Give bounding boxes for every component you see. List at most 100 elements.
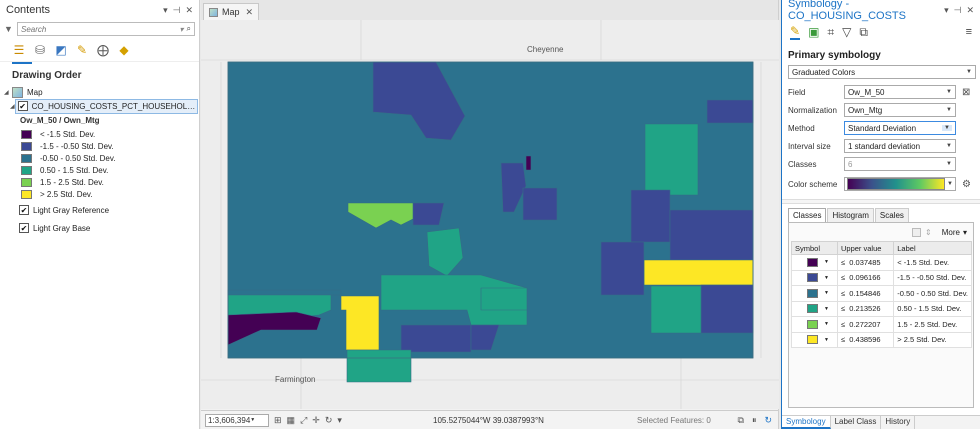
column-header-label[interactable]: Label xyxy=(893,241,972,255)
symbol-layer-drawing-icon[interactable]: ⌗ xyxy=(827,24,835,39)
legend-swatch[interactable] xyxy=(21,189,32,199)
class-symbol-cell[interactable]: ▼ xyxy=(791,285,838,302)
list-by-labeling-icon[interactable]: ◆ xyxy=(119,42,129,57)
class-row[interactable]: ▼ ≤ 0.213526 0.50 - 1.5 Std. Dev. xyxy=(791,300,972,317)
class-row[interactable]: ▼ ≤ 0.154846 -0.50 - 0.50 Std. Dev. xyxy=(791,285,972,302)
tab-classes[interactable]: Classes xyxy=(788,208,827,222)
chevron-down-icon[interactable]: ▼ xyxy=(824,336,829,343)
expand-triangle-icon[interactable]: ◢ xyxy=(4,89,9,96)
gear-icon[interactable]: ⚙ xyxy=(962,178,971,190)
tab-symbology[interactable]: Symbology xyxy=(782,416,831,429)
panel-splitter[interactable] xyxy=(782,199,980,204)
primary-symbology-icon[interactable]: ✎ xyxy=(790,24,801,40)
search-icon[interactable]: ⌕ xyxy=(186,24,191,33)
legend-swatch[interactable] xyxy=(21,165,32,175)
color-scheme-dropdown[interactable]: ▼ xyxy=(844,177,956,191)
class-label-cell[interactable]: 0.50 - 1.5 Std. Dev. xyxy=(893,300,972,317)
class-symbol-swatch[interactable] xyxy=(807,304,818,314)
class-row[interactable]: ▼ ≤ 0.272207 1.5 - 2.5 Std. Dev. xyxy=(791,316,972,333)
method-dropdown[interactable]: Standard Deviation ▼ xyxy=(844,121,956,135)
close-icon[interactable]: ✕ xyxy=(185,4,193,15)
tab-label-class[interactable]: Label Class xyxy=(831,416,882,429)
expression-icon[interactable]: ⊠ xyxy=(962,86,971,98)
map-canvas[interactable]: Cheyenne Farmington xyxy=(201,20,779,409)
legend-swatch[interactable] xyxy=(21,141,32,151)
list-by-drawing-order-icon[interactable]: ☰ xyxy=(13,42,25,57)
pin-icon[interactable]: ⊣ xyxy=(953,4,962,15)
base-layer-base[interactable]: ✔ Light Gray Base xyxy=(0,220,199,236)
expand-triangle-icon[interactable]: ◢ xyxy=(10,103,15,110)
search-input[interactable] xyxy=(21,24,180,34)
search-box[interactable]: ▾ ⌕ xyxy=(17,22,195,36)
list-by-snapping-icon[interactable]: ⨁ xyxy=(97,42,109,57)
class-row[interactable]: ▼ ≤ 0.037485 < -1.5 Std. Dev. xyxy=(791,254,972,271)
field-dropdown[interactable]: Ow_M_50 ▼ xyxy=(844,85,956,99)
normalization-dropdown[interactable]: Own_Mtg ▼ xyxy=(844,103,956,117)
classes-dropdown[interactable]: 6 ▼ xyxy=(844,157,956,171)
class-label-cell[interactable]: > 2.5 Std. Dev. xyxy=(893,331,972,348)
table-icon[interactable]: ▦ xyxy=(286,414,296,425)
class-symbol-cell[interactable]: ▼ xyxy=(791,254,838,271)
vary-symbology-icon[interactable]: ▣ xyxy=(808,25,820,39)
tree-map-node[interactable]: ◢ Map xyxy=(0,85,199,99)
base-layer-reference[interactable]: ✔ Light Gray Reference xyxy=(0,202,199,218)
class-symbol-swatch[interactable] xyxy=(807,273,818,283)
chevron-down-icon[interactable]: ▼ xyxy=(824,305,829,312)
advanced-symbology-icon[interactable]: ⧉ xyxy=(859,24,868,39)
class-upper-value-cell[interactable]: ≤ 0.154846 xyxy=(836,285,895,302)
legend-item[interactable]: 0.50 - 1.5 Std. Dev. xyxy=(0,164,199,176)
class-upper-value-cell[interactable]: ≤ 0.438596 xyxy=(836,331,895,348)
list-by-selection-icon[interactable]: ◩ xyxy=(55,42,67,57)
class-symbol-cell[interactable]: ▼ xyxy=(791,316,838,333)
class-symbol-cell[interactable]: ▼ xyxy=(791,269,838,286)
layer-visibility-checkbox[interactable]: ✔ xyxy=(17,101,28,111)
chevron-down-icon[interactable]: ▾ xyxy=(962,227,967,237)
symbology-method-dropdown[interactable]: Graduated Colors ▼ xyxy=(788,65,976,79)
pane-options-icon[interactable]: ▾ xyxy=(163,4,168,15)
legend-item[interactable]: < -1.5 Std. Dev. xyxy=(0,128,199,140)
legend-swatch[interactable] xyxy=(21,153,32,163)
rotation-icon[interactable]: ↻ xyxy=(324,414,333,425)
navigate-icon[interactable]: ✛ xyxy=(312,414,320,425)
layer-visibility-checkbox[interactable]: ✔ xyxy=(19,205,29,215)
pane-options-icon[interactable]: ▾ xyxy=(944,4,949,15)
filter-icon[interactable]: ▽ xyxy=(842,25,852,39)
chevron-down-icon[interactable]: ▾ xyxy=(337,414,342,425)
pin-icon[interactable]: ⊣ xyxy=(172,4,181,15)
map-view[interactable]: Map ✕ Cheyenne Farmington xyxy=(201,0,779,429)
list-by-editing-icon[interactable]: ✎ xyxy=(76,42,88,57)
selected-layer[interactable]: ✔ CO_HOUSING_COSTS_PCT_HOUSEHOLD_INCOME xyxy=(14,98,198,114)
class-row[interactable]: ▼ ≤ 0.096166 -1.5 - -0.50 Std. Dev. xyxy=(791,269,972,286)
extent-icon[interactable]: ⤢ xyxy=(300,414,308,425)
tab-history[interactable]: History xyxy=(881,416,916,429)
legend-swatch[interactable] xyxy=(21,129,32,139)
close-tab-icon[interactable]: ✕ xyxy=(245,6,254,17)
class-upper-value-cell[interactable]: ≤ 0.037485 xyxy=(836,254,895,271)
pause-icon[interactable]: ⏸ xyxy=(751,414,757,425)
class-row[interactable]: ▼ ≤ 0.438596 > 2.5 Std. Dev. xyxy=(791,331,972,348)
chevron-down-icon[interactable]: ▼ xyxy=(824,290,829,297)
refresh-icon[interactable]: ↻ xyxy=(764,414,772,425)
class-symbol-swatch[interactable] xyxy=(807,335,818,345)
tab-scales[interactable]: Scales xyxy=(874,208,909,222)
legend-item[interactable]: -0.50 - 0.50 Std. Dev. xyxy=(0,152,199,164)
sort-icon[interactable]: ⇕ xyxy=(925,227,932,237)
column-header-upper-value[interactable]: Upper value xyxy=(836,241,895,255)
more-menu[interactable]: More xyxy=(941,227,960,237)
search-dropdown-icon[interactable]: ▾ xyxy=(179,24,184,34)
scale-dropdown[interactable]: 1:3,606,394 ▼ xyxy=(205,413,269,427)
clear-selection-icon[interactable]: ⧉ xyxy=(737,414,744,425)
layer-visibility-checkbox[interactable]: ✔ xyxy=(19,223,29,233)
tree-layer-node[interactable]: ◢ ✔ CO_HOUSING_COSTS_PCT_HOUSEHOLD_INCOM… xyxy=(0,98,199,114)
class-label-cell[interactable]: -1.5 - -0.50 Std. Dev. xyxy=(893,269,972,286)
class-upper-value-cell[interactable]: ≤ 0.096166 xyxy=(836,269,895,286)
legend-item[interactable]: -1.5 - -0.50 Std. Dev. xyxy=(0,140,199,152)
legend-item[interactable]: > 2.5 Std. Dev. xyxy=(0,188,199,200)
tab-histogram[interactable]: Histogram xyxy=(827,208,874,222)
close-icon[interactable]: ✕ xyxy=(966,4,974,15)
class-label-cell[interactable]: 1.5 - 2.5 Std. Dev. xyxy=(893,316,972,333)
class-symbol-swatch[interactable] xyxy=(807,288,818,298)
class-symbol-cell[interactable]: ▼ xyxy=(791,300,838,317)
class-label-cell[interactable]: -0.50 - 0.50 Std. Dev. xyxy=(893,285,972,302)
legend-swatch[interactable] xyxy=(21,177,32,187)
